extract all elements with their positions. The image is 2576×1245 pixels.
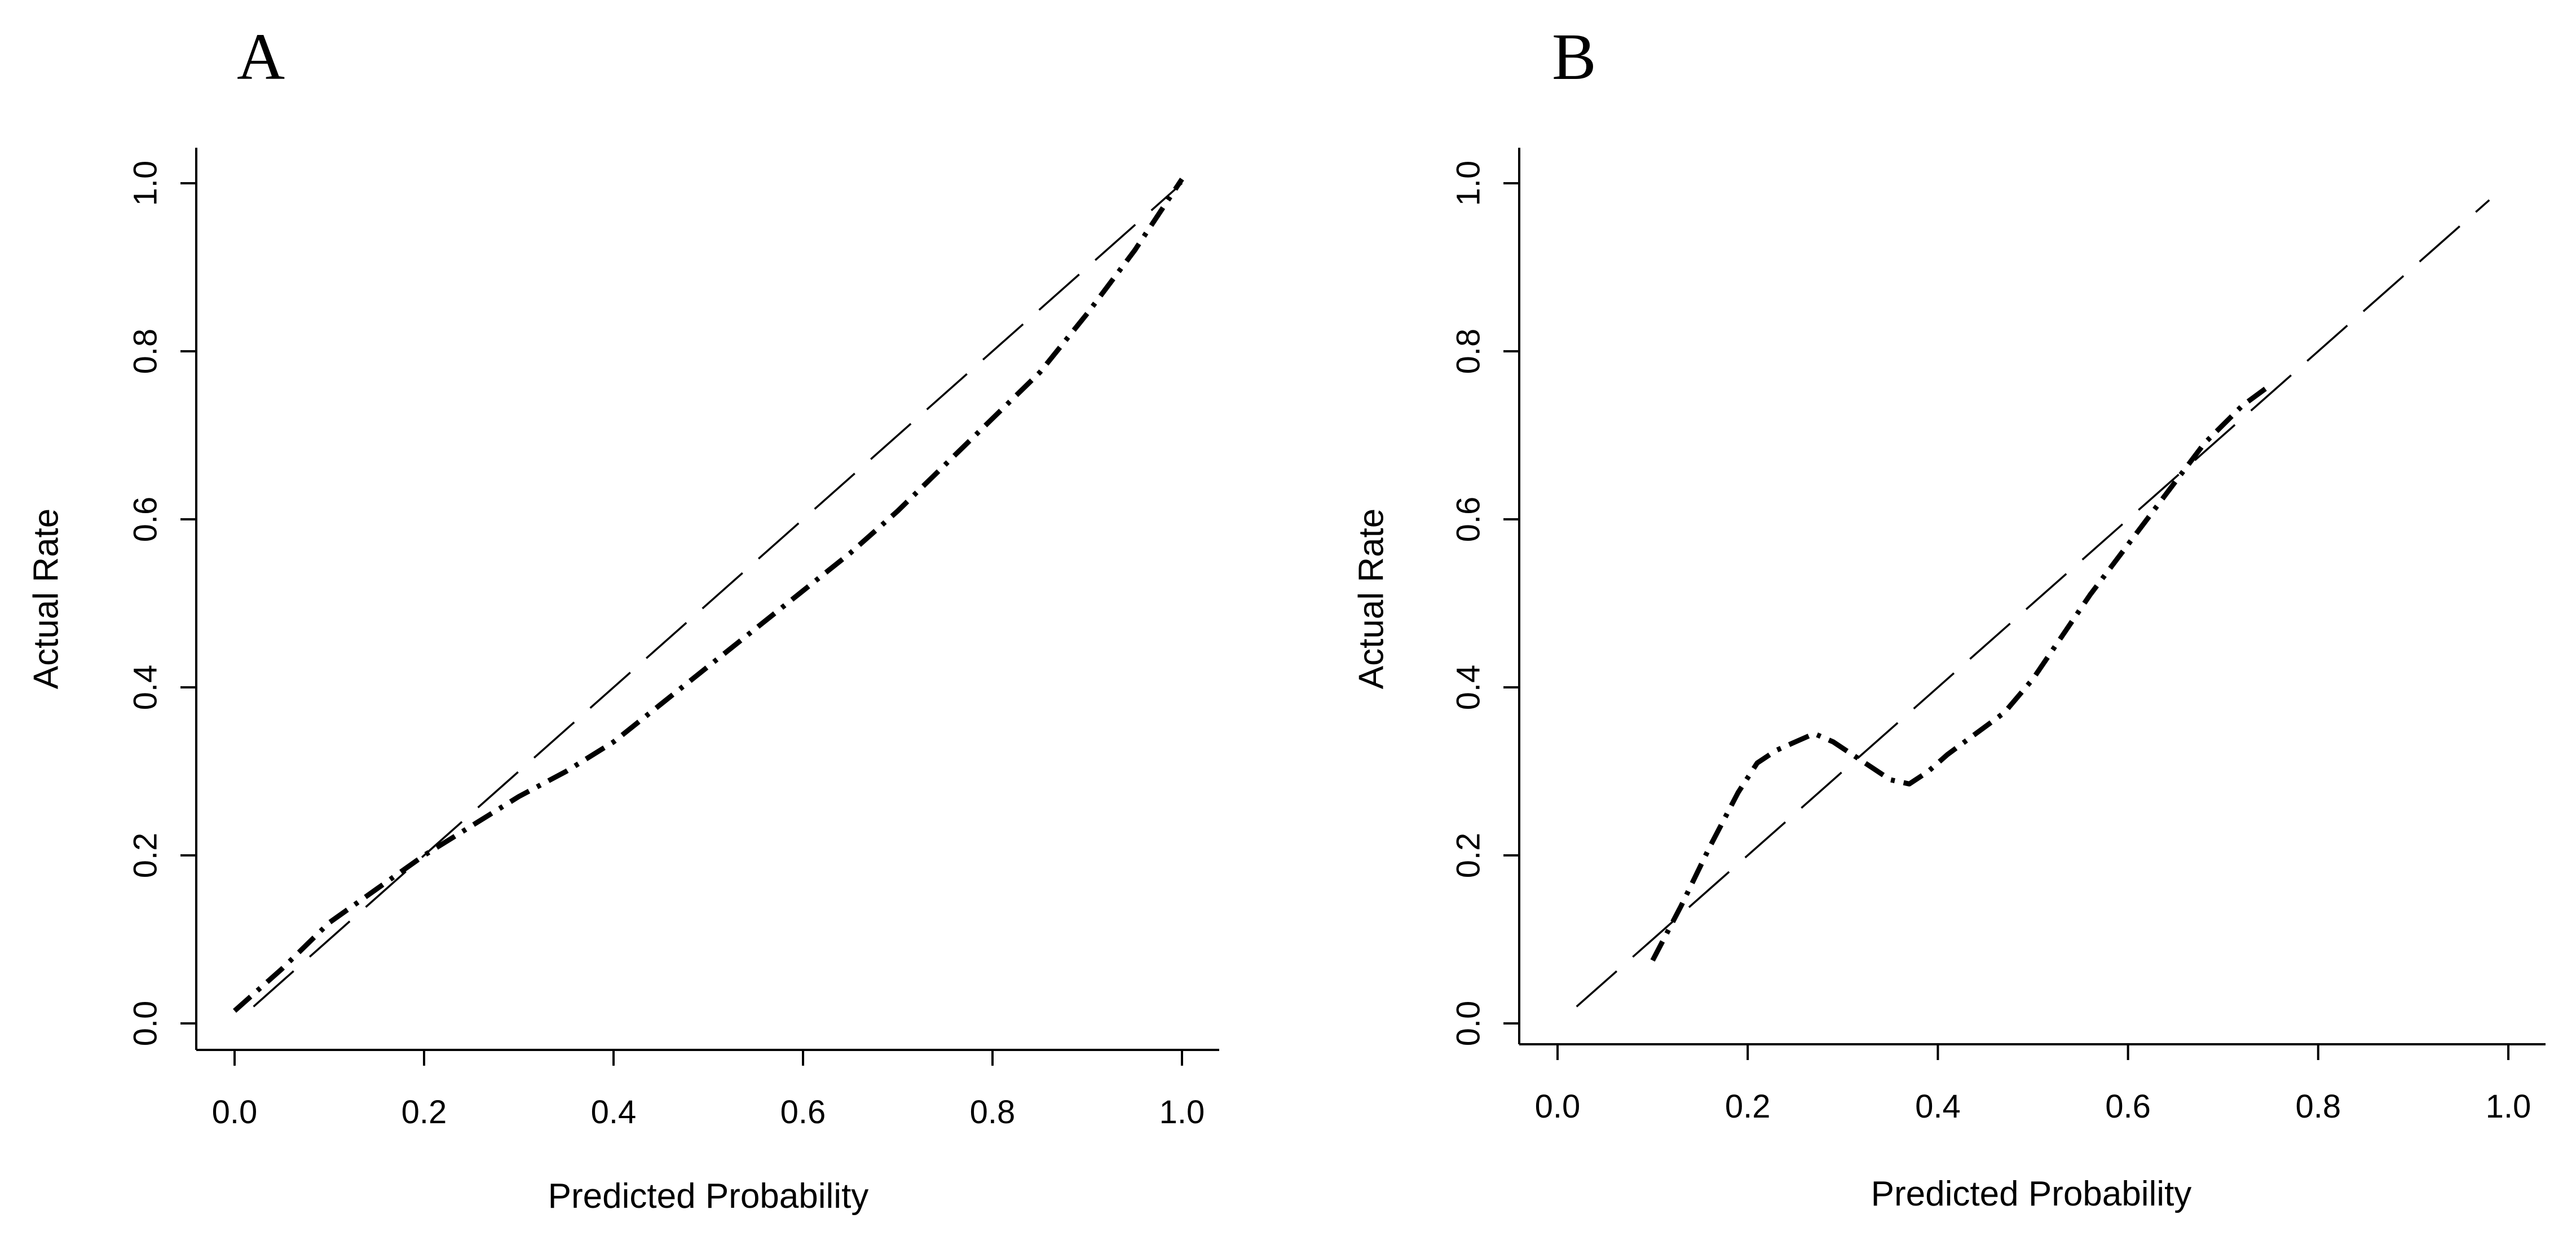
panel-label: A xyxy=(237,20,285,94)
x-tick-label: 0.4 xyxy=(1915,1088,1961,1125)
x-tick-label: 1.0 xyxy=(2486,1088,2531,1125)
x-tick-label: 0.0 xyxy=(1535,1088,1581,1125)
x-tick-label: 1.0 xyxy=(1159,1094,1205,1131)
reference-line xyxy=(253,182,1183,1008)
x-tick-label: 0.4 xyxy=(591,1094,637,1131)
panel-b: B 0.0 0.2 0.4 0.6 0.8 1.0 0.0 0.2 0.4 0.6 0.8 1.0 Pr… xyxy=(1352,20,2546,1213)
y-tick-label: 0.4 xyxy=(127,665,164,710)
panel-a: A 0.0 0.2 0.4 0.6 0.8 1.0 0.0 0.2 0.4 0.6 0.8 1.0 Pr… xyxy=(27,20,1219,1216)
y-tick-label: 0.8 xyxy=(127,329,164,374)
y-tick-label: 1.0 xyxy=(1450,161,1487,206)
y-tick-label: 0.2 xyxy=(127,833,164,878)
y-tick-label: 0.8 xyxy=(1450,329,1487,374)
calibration-curve xyxy=(233,178,1184,1013)
y-tick-label: 0.6 xyxy=(1450,497,1487,542)
x-axis-title: Predicted Probability xyxy=(1871,1175,2192,1213)
x-tick-label: 0.6 xyxy=(2105,1088,2151,1125)
y-tick-label: 1.0 xyxy=(127,161,164,206)
y-tick-label: 0.0 xyxy=(127,1001,164,1047)
x-tick-label: 0.8 xyxy=(2295,1088,2341,1125)
x-tick-label: 0.2 xyxy=(1725,1088,1771,1125)
y-axis-title: Actual Rate xyxy=(27,509,66,690)
y-axis-title: Actual Rate xyxy=(1352,509,1391,690)
reference-line xyxy=(1576,199,2490,1008)
y-tick-label: 0.2 xyxy=(1450,833,1487,878)
y-tick-label: 0.0 xyxy=(1450,1001,1487,1047)
y-tick-label: 0.4 xyxy=(1450,665,1487,710)
x-tick-label: 0.8 xyxy=(970,1094,1016,1131)
x-tick-label: 0.6 xyxy=(780,1094,826,1131)
x-axis-title: Predicted Probability xyxy=(548,1177,869,1216)
panel-label: B xyxy=(1552,20,1596,94)
calibration-curve xyxy=(1650,382,2273,962)
x-tick-label: 0.0 xyxy=(212,1094,258,1131)
x-tick-label: 0.2 xyxy=(402,1094,447,1131)
y-tick-label: 0.6 xyxy=(127,497,164,542)
